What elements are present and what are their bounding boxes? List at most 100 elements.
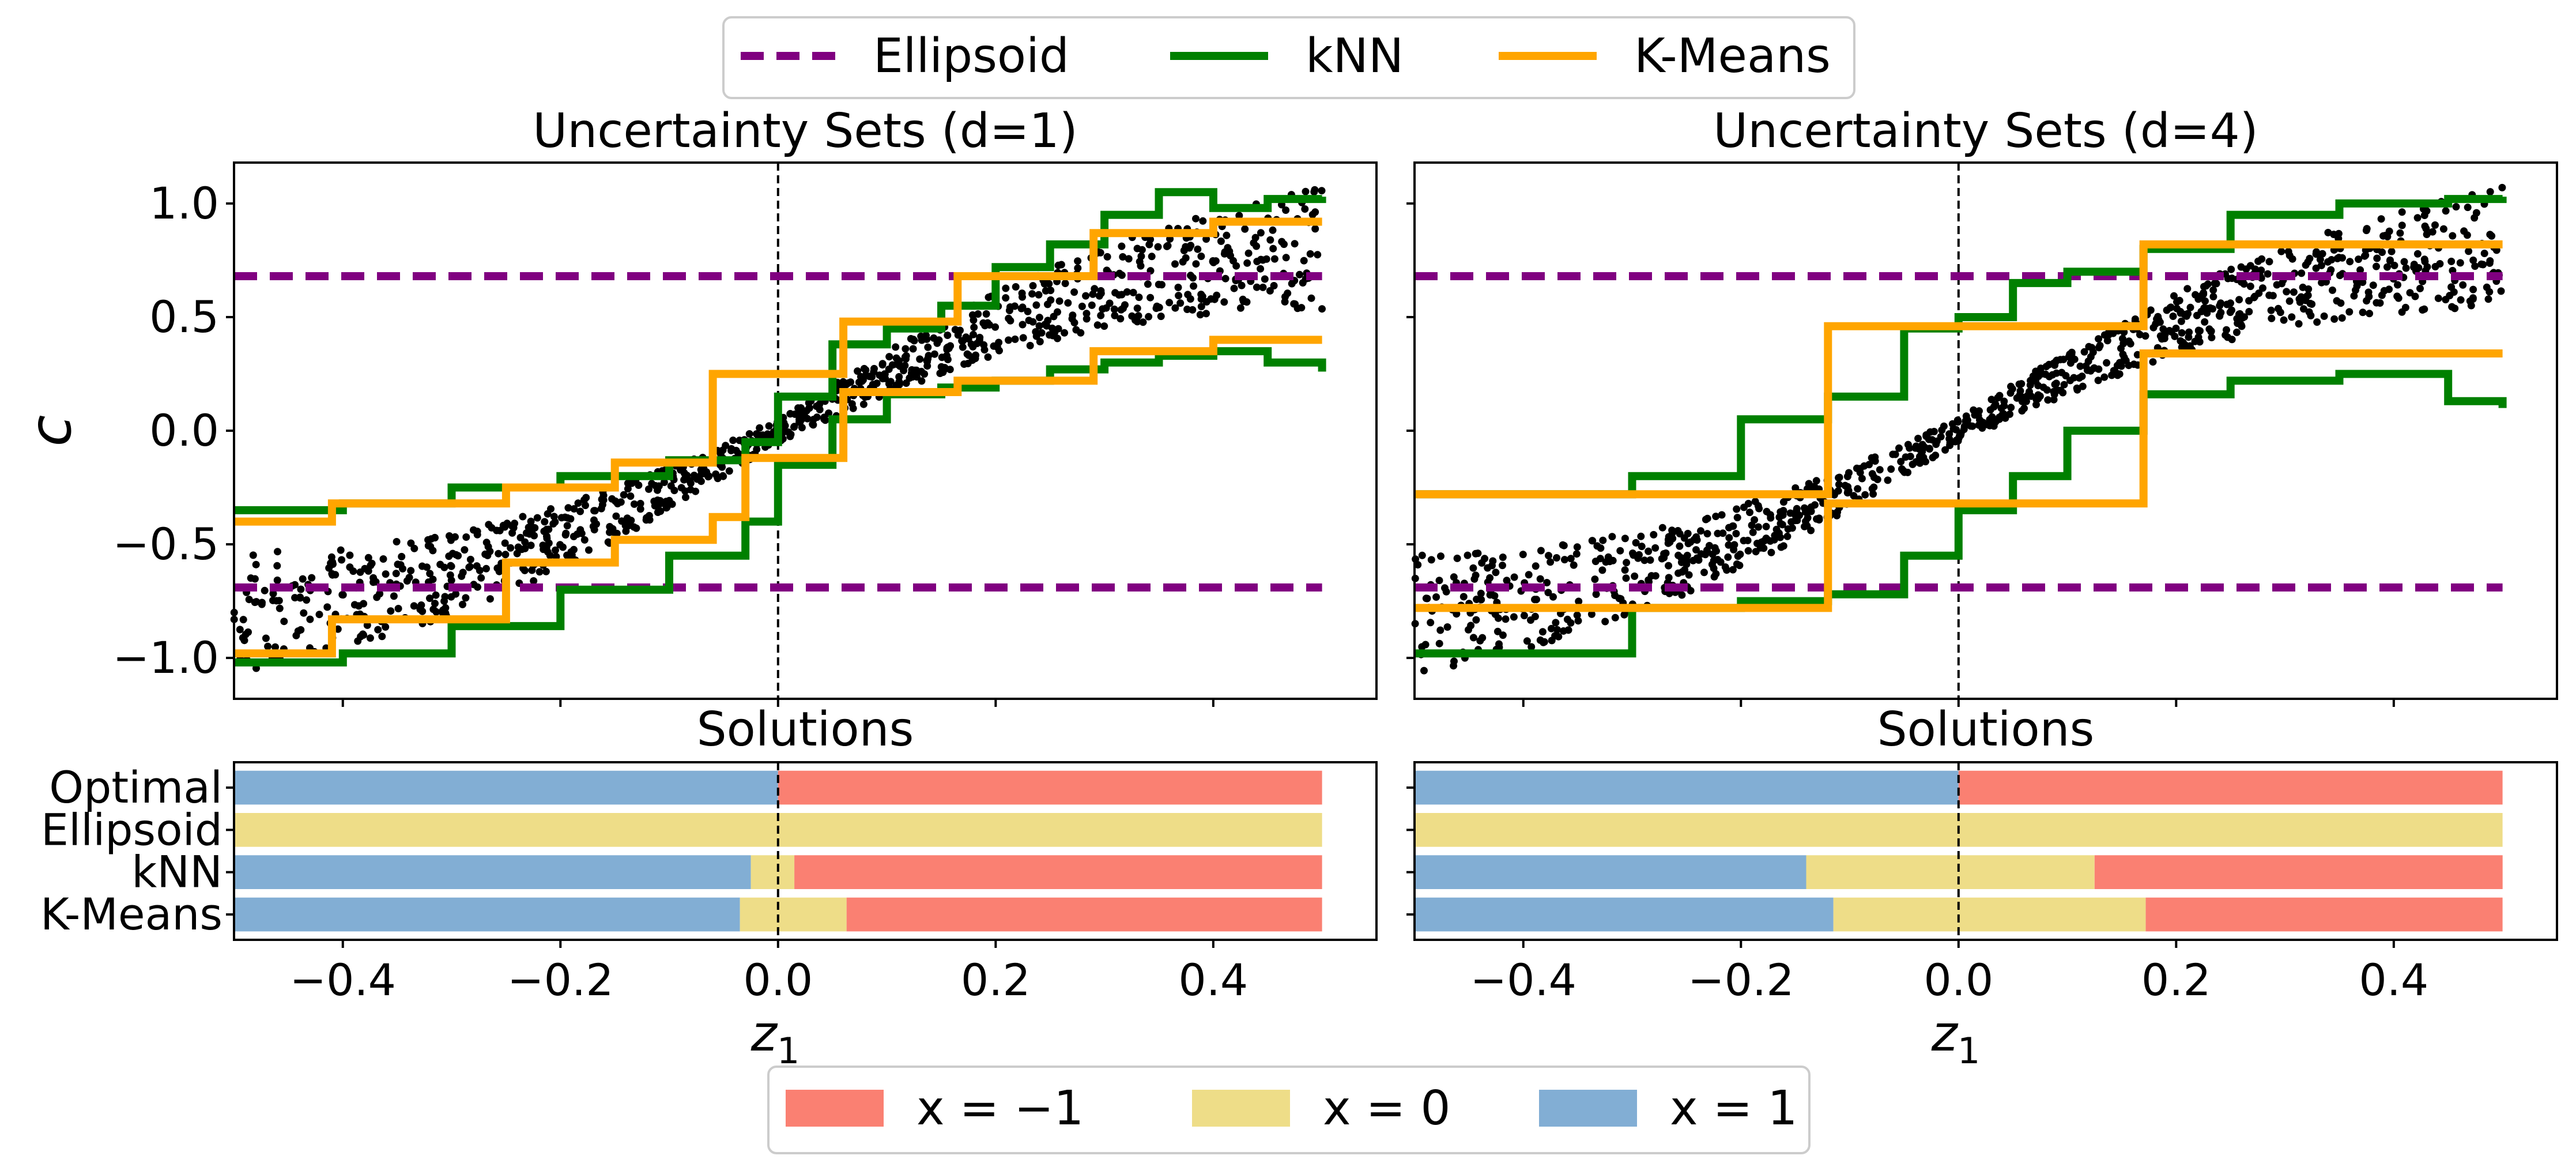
scatter-point [1469,634,1477,642]
scatter-point [280,618,288,626]
scatter-point [2452,203,2460,211]
scatter-point [1703,530,1711,538]
scatter-point [2078,372,2086,381]
axes-frame-bottom-right [1413,761,2558,941]
scatter-point [1871,457,1879,465]
scatter-point [297,585,305,593]
scatter-point [1574,617,1582,625]
series-kmeans-upper-tr [1415,240,2503,499]
bars-bottom-left [234,762,1322,940]
scatter-point [697,477,705,485]
scatter-point [913,373,921,381]
scatter-point [590,516,598,524]
scatter-point [765,422,773,430]
scatter-point [1807,526,1815,534]
scatter-point [1450,573,1458,581]
scatter-point [974,310,982,318]
bar-segment-optimal [1958,770,2503,805]
x-axis-label-left-sub: 1 [777,1030,799,1072]
scatter-point [1740,537,1748,545]
scatter-point [985,293,993,302]
scatter-point [1308,210,1317,219]
scatter-point [1314,251,1322,259]
scatter-point [2306,299,2314,307]
scatter-point [2356,266,2364,274]
scatter-point [1230,284,1238,292]
scatter-point [2377,215,2385,223]
scatter-point [2170,292,2178,300]
scatter-point [2469,256,2477,264]
scatter-point [585,546,593,554]
series-kmeans-upper-tl [234,217,1322,526]
scatter-point [1778,521,1786,529]
scatter-point [1453,610,1461,618]
scatter-point [2141,332,2149,340]
scatter-point [1998,411,2006,419]
scatter-point [1133,318,1141,326]
scatter-point [1756,544,1764,552]
scatter-point [297,626,305,634]
scatter-point [2416,284,2424,292]
series-kmeans-lower-tl [234,336,1322,658]
scatter-point [2460,227,2468,235]
scatter-point [1941,446,1949,454]
series-knn-lower-tr [1415,370,2507,658]
x-tick-label: 0.2 [2141,954,2211,1006]
scatter-point [2464,204,2472,212]
scatter-point [570,505,578,513]
scatter-point [303,596,311,604]
plot-area-top-left [230,163,1326,699]
scatter-point [454,552,462,560]
scatter-point [1187,272,1194,280]
scatter-point [1748,521,1756,529]
scatter-point [2177,317,2185,325]
scatter-point [306,615,314,623]
scatter-point [1477,596,1485,604]
scatter-point [2228,336,2236,344]
scatter-point [1207,295,1215,303]
scatter-point [1220,298,1228,306]
scatter-point [2359,278,2367,286]
scatter-point [1665,562,1673,570]
scatter-point [1912,442,1920,450]
scatter-point [576,526,584,534]
scatter-point [2204,280,2212,288]
scatter-point [1175,292,1183,300]
scatter-point [2313,318,2321,326]
scatter-point [1994,394,2002,402]
scatter-point [2420,212,2428,219]
scatter-point [1257,265,1265,273]
scatter-point [1257,229,1265,237]
scatter-point [1061,329,1069,337]
scatter-point [323,603,331,611]
scatter-point [1171,260,1179,268]
scatter-point [1621,534,1629,543]
scatter-point [2173,298,2181,306]
scatter-point [1097,287,1105,295]
scatter-point [2177,309,2185,317]
scatter-point [590,526,598,534]
scatter-point [2456,259,2464,267]
scatter-point [369,578,378,586]
scatter-point [1712,513,1720,521]
y-axis-label: c [17,415,84,447]
scatter-point [399,564,406,573]
scatter-point [354,602,363,610]
scatter-point [1197,303,1205,311]
scatter-point [432,608,440,616]
scatter-point [1537,547,1545,555]
scatter-point [2268,314,2276,322]
scatter-point [482,539,491,547]
scatter-point [1423,594,1431,603]
scatter-point [1146,293,1155,302]
scatter-point [1548,624,1555,633]
scatter-point [1680,534,1688,542]
scatter-point [1717,558,1725,566]
scatter-point [545,539,553,547]
x-tick-label: −0.2 [507,954,614,1006]
scatter-point [2200,304,2208,312]
scatter-point [1970,406,1978,414]
scatter-point [398,552,406,560]
scatter-point [1278,238,1286,246]
series-knn-upper-tr [1415,195,2507,499]
